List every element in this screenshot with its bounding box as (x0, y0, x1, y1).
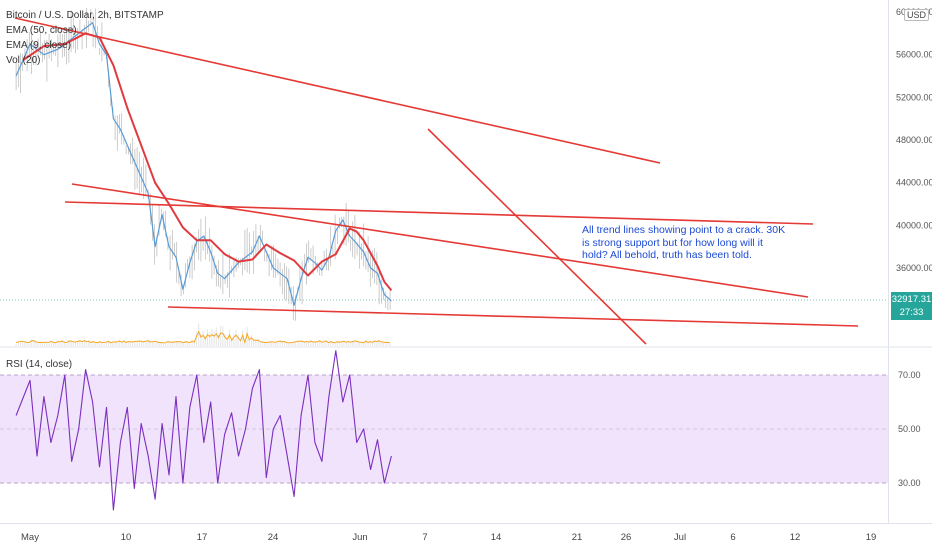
price-tick-label: 52000.00 (896, 92, 932, 102)
rsi-legend[interactable]: RSI (14, close) (6, 359, 73, 370)
trend-lines[interactable] (14, 17, 859, 345)
chart-title[interactable]: Bitcoin / U.S. Dollar, 2h, BITSTAMP (6, 10, 164, 21)
rsi-tick-label: 30.00 (898, 478, 921, 488)
time-tick-label: 19 (866, 532, 877, 543)
trend-line[interactable] (167, 306, 859, 327)
indicator-ema-50[interactable]: EMA (50, close) (6, 25, 77, 36)
time-tick-label: 21 (572, 532, 583, 543)
trend-line[interactable] (14, 17, 661, 164)
time-tick-label: 12 (790, 532, 801, 543)
time-tick-label: May (21, 532, 39, 543)
rsi-tick-label: 70.00 (898, 370, 921, 380)
price-tick-label: 48000.00 (896, 135, 932, 145)
price-tick-label: 40000.00 (896, 220, 932, 230)
time-tick-label: 24 (268, 532, 279, 543)
price-line[interactable] (15, 22, 392, 306)
time-axis[interactable]: May 10 17 24 Jun 7 14 21 26 Jul 6 12 19 (21, 532, 876, 543)
price-tick-label: 56000.00 (896, 50, 932, 60)
time-tick-label: Jul (674, 532, 686, 543)
volume-ma-line (15, 330, 391, 345)
price-tick-label: 36000.00 (896, 263, 932, 273)
time-tick-label: 26 (621, 532, 632, 543)
ema-50-line[interactable] (22, 32, 393, 292)
time-tick-label: 7 (422, 532, 427, 543)
bar-countdown: 27:33 (899, 307, 924, 318)
trend-line[interactable] (427, 128, 647, 345)
rsi-axis[interactable]: 70.00 50.00 30.00 (898, 370, 921, 488)
currency-badge[interactable]: USD (904, 9, 930, 21)
time-tick-label: 14 (491, 532, 502, 543)
time-tick-label: 17 (197, 532, 208, 543)
last-price-value: 32917.31 (891, 294, 932, 305)
rsi-tick-label: 50.00 (898, 424, 921, 434)
rsi-line[interactable] (15, 350, 392, 511)
time-tick-label: 10 (121, 532, 132, 543)
indicator-ema-9[interactable]: EMA (9, close) (6, 40, 72, 51)
annotation-note[interactable]: All trend lines showing point to a crack… (582, 224, 786, 261)
trend-line[interactable] (64, 201, 814, 225)
indicator-volume[interactable]: Vol (20) (6, 55, 41, 66)
trend-line[interactable] (71, 183, 809, 298)
chart-legend: Bitcoin / U.S. Dollar, 2h, BITSTAMP EMA … (6, 8, 164, 68)
volume-series (15, 323, 391, 346)
last-price-tag: 32917.31 27:33 (891, 292, 932, 320)
time-tick-label: 6 (730, 532, 735, 543)
price-tick-label: 44000.00 (896, 178, 932, 188)
time-tick-label: Jun (352, 532, 367, 543)
